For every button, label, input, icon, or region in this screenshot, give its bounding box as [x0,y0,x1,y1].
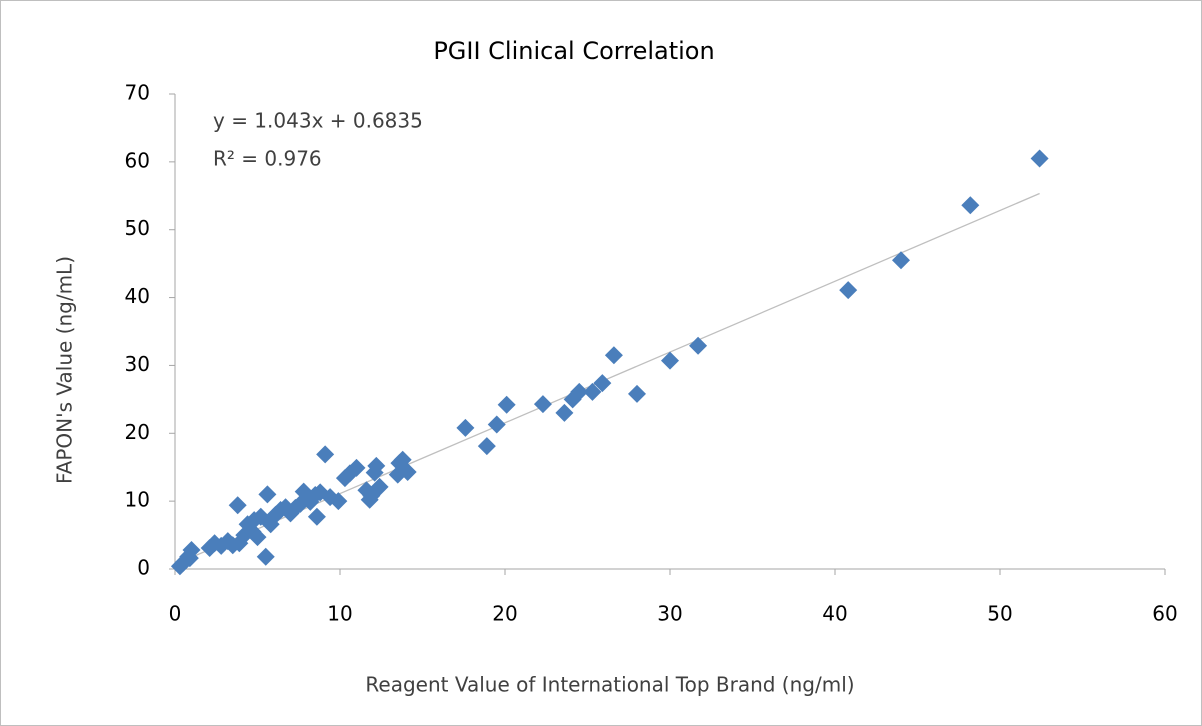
x-tick-label: 30 [657,602,682,626]
y-tick-label: 10 [125,488,150,512]
point [555,403,574,422]
point [180,549,199,568]
point [367,456,386,475]
point [307,507,326,526]
point [593,374,612,393]
point [839,281,858,300]
point [628,384,646,403]
x-tick-label: 40 [822,602,847,626]
y-tick-label: 60 [125,148,150,172]
r-squared: R² = 0.976 [213,147,322,171]
point [256,547,275,566]
chart-title: PGII Clinical Correlation [433,37,714,65]
point [316,445,335,464]
point [248,528,267,547]
point [497,395,516,414]
y-tick-label: 40 [125,284,150,308]
point [533,395,552,414]
point [487,415,506,434]
y-tick-label: 50 [125,216,150,240]
point [583,382,602,401]
point [892,251,910,270]
x-tick-label: 10 [327,602,352,626]
equation: y = 1.043x + 0.6835 [213,109,423,133]
point [258,485,277,504]
point [1030,149,1049,168]
y-tick-label: 20 [125,420,150,444]
point [370,477,389,496]
point [398,462,417,481]
x-tick-label: 0 [169,602,182,626]
y-tick-label: 30 [125,352,150,376]
point [329,492,348,511]
y-tick-label: 70 [125,81,150,105]
y-axis-label: FAPON's Value (ng/mL) [53,256,77,484]
point [604,346,623,365]
point [961,196,980,215]
x-tick-label: 50 [987,602,1012,626]
x-tick-label: 20 [492,602,517,626]
trendline [179,192,1040,563]
x-tick-label: 60 [1152,602,1177,626]
point [456,418,475,437]
point [570,382,589,401]
point [347,458,366,477]
point [228,496,247,515]
point [689,336,708,355]
x-axis-label: Reagent Value of International Top Brand… [365,673,854,697]
point [661,351,679,370]
point [477,437,496,456]
y-tick-label: 0 [137,556,150,580]
